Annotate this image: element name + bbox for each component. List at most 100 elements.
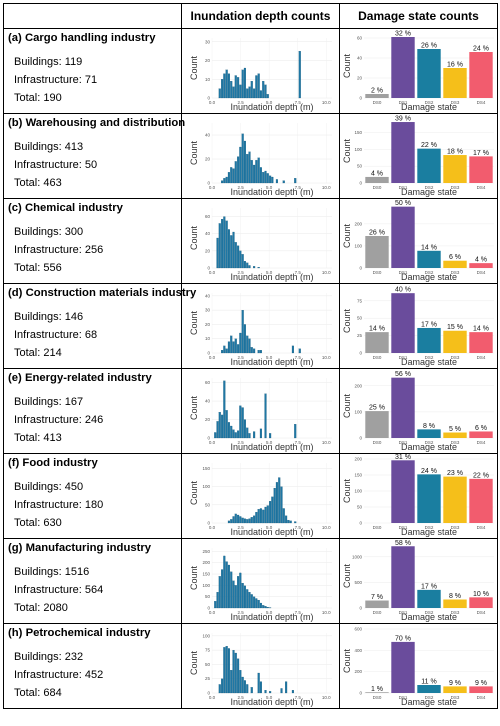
x-tick-label: 5.0 <box>266 440 273 445</box>
histogram-bar <box>225 410 228 439</box>
x-axis-title: Inundation depth (m) <box>230 527 313 537</box>
histogram-bar <box>253 266 256 269</box>
inundation-histogram: 0 25 50 75 100 0.0 2.5 5.0 7.5 10.0 Inundation dep… <box>189 633 332 707</box>
damage-percent-label: 9 % <box>475 680 487 687</box>
histogram-bar <box>259 681 262 694</box>
y-tick-label: 0 <box>359 96 362 101</box>
histogram-bar <box>225 646 228 694</box>
x-tick-label: DS4 <box>477 610 486 615</box>
y-tick-label: 0 <box>207 351 210 356</box>
damage-percent-label: 18 % <box>447 149 463 156</box>
y-tick-label: 0 <box>359 606 362 611</box>
histogram-bar <box>250 594 253 609</box>
histogram-bar <box>243 140 246 184</box>
histogram-bar <box>248 518 251 524</box>
y-axis-title: Count <box>189 56 199 81</box>
damage-bar-ds1 <box>391 460 415 523</box>
histogram-bar <box>223 647 226 694</box>
total-label: Total: <box>14 687 44 699</box>
buildings-line: Buildings: 1516 <box>14 563 181 581</box>
damage-bar-ds2 <box>417 429 441 438</box>
x-tick-label: 5.0 <box>266 610 273 615</box>
x-tick-label: 7.5 <box>295 100 302 105</box>
histogram-bar <box>257 267 260 269</box>
y-tick-label: 250 <box>202 549 210 554</box>
buildings-count: 300 <box>64 226 84 238</box>
histogram-bar <box>269 175 272 184</box>
damage-percent-label: 4 % <box>475 257 487 264</box>
buildings-line: Buildings: 119 <box>14 53 181 71</box>
damage-percent-label: 58 % <box>395 540 411 547</box>
y-tick-label: 0 <box>359 436 362 441</box>
histogram-bar <box>246 335 249 354</box>
histogram-bar <box>250 81 253 99</box>
histogram-bar <box>234 242 237 269</box>
infrastructure-label: Infrastructure: <box>14 244 85 256</box>
total-label: Total: <box>14 432 44 444</box>
y-tick-label: 100 <box>354 147 362 152</box>
damage-bar-ds4 <box>469 597 493 608</box>
total-label: Total: <box>14 92 44 104</box>
damage-bar-ds1 <box>391 122 415 183</box>
damage-bar-ds2 <box>417 474 441 523</box>
y-tick-label: 150 <box>202 466 210 471</box>
damage-percent-label: 40 % <box>395 287 411 294</box>
histogram-bar <box>234 338 237 354</box>
y-tick-label: 75 <box>205 648 211 653</box>
histogram-bar <box>255 598 258 609</box>
total-line: Total: 684 <box>14 684 181 702</box>
x-tick-label: DS3 <box>451 440 460 445</box>
histogram-bar <box>221 414 224 439</box>
x-axis-title: Damage state <box>401 612 457 622</box>
damage-bar-ds2 <box>417 148 441 183</box>
header-damage: Damage state counts <box>339 3 498 29</box>
x-tick-label: 0.0 <box>209 610 216 615</box>
histogram-bar <box>259 428 262 439</box>
x-tick-label: DS3 <box>451 100 460 105</box>
buildings-line: Buildings: 300 <box>14 223 181 241</box>
damage-cell: 0 50 100 150 200 DS0 31 % DS1 24 % DS2 23 % DS3 22 %… <box>339 453 498 539</box>
y-tick-label: 50 <box>357 316 363 321</box>
histogram-bar <box>232 341 235 354</box>
x-tick-label: DS0 <box>373 440 382 445</box>
y-tick-label: 150 <box>354 473 362 478</box>
histogram-bar <box>248 151 251 184</box>
damage-percent-label: 26 % <box>421 43 437 50</box>
histogram-cell: 0 50 100 150 0.0 2.5 5.0 7.5 10.0 Inundation dept… <box>181 453 340 539</box>
y-tick-label: 600 <box>354 627 362 632</box>
histogram-bar <box>246 589 249 609</box>
x-tick-label: 7.5 <box>295 270 302 275</box>
histogram-bar <box>221 79 224 99</box>
x-tick-label: DS4 <box>477 185 486 190</box>
x-tick-label: DS0 <box>373 270 382 275</box>
histogram-bar <box>241 133 244 184</box>
x-tick-label: 5.0 <box>266 355 273 360</box>
y-tick-label: 20 <box>205 322 211 327</box>
damage-bar-chart: 0 100 200 25 % DS0 56 % DS1 8 % DS2 5 % DS3 6 % DS4 D… <box>342 371 494 452</box>
x-axis-title: Inundation depth (m) <box>230 102 313 112</box>
histogram-bar <box>232 580 235 609</box>
x-tick-label: DS2 <box>425 270 434 275</box>
histogram-bar <box>275 482 278 524</box>
damage-bar-ds3 <box>443 155 467 183</box>
y-tick-label: 25 <box>205 676 211 681</box>
histogram-bar <box>264 506 267 524</box>
histogram-bar <box>234 75 237 99</box>
industry-row: (h) Petrochemical industry Buildings: 232… <box>3 623 498 709</box>
x-tick-label: 10.0 <box>322 695 331 700</box>
x-tick-label: DS1 <box>399 185 408 190</box>
damage-cell: 0 200 400 600 1 % DS0 70 % DS1 11 % DS2 9 % DS3 9 % D… <box>339 623 498 709</box>
total-count: 684 <box>43 687 62 699</box>
buildings-label: Buildings: <box>14 141 65 153</box>
histogram-bar <box>282 180 285 184</box>
buildings-count: 1516 <box>64 566 90 578</box>
x-tick-label: 2.5 <box>237 100 244 105</box>
x-tick-label: DS0 <box>373 610 382 615</box>
infrastructure-label: Infrastructure: <box>14 329 85 341</box>
x-tick-label: DS1 <box>399 695 408 700</box>
histogram-bar <box>250 517 253 524</box>
y-axis-title: Count <box>189 396 199 421</box>
y-tick-label: 20 <box>205 417 211 422</box>
total-label: Total: <box>14 517 44 529</box>
industry-row: (g) Manufacturing industry Buildings: 151… <box>3 538 498 624</box>
